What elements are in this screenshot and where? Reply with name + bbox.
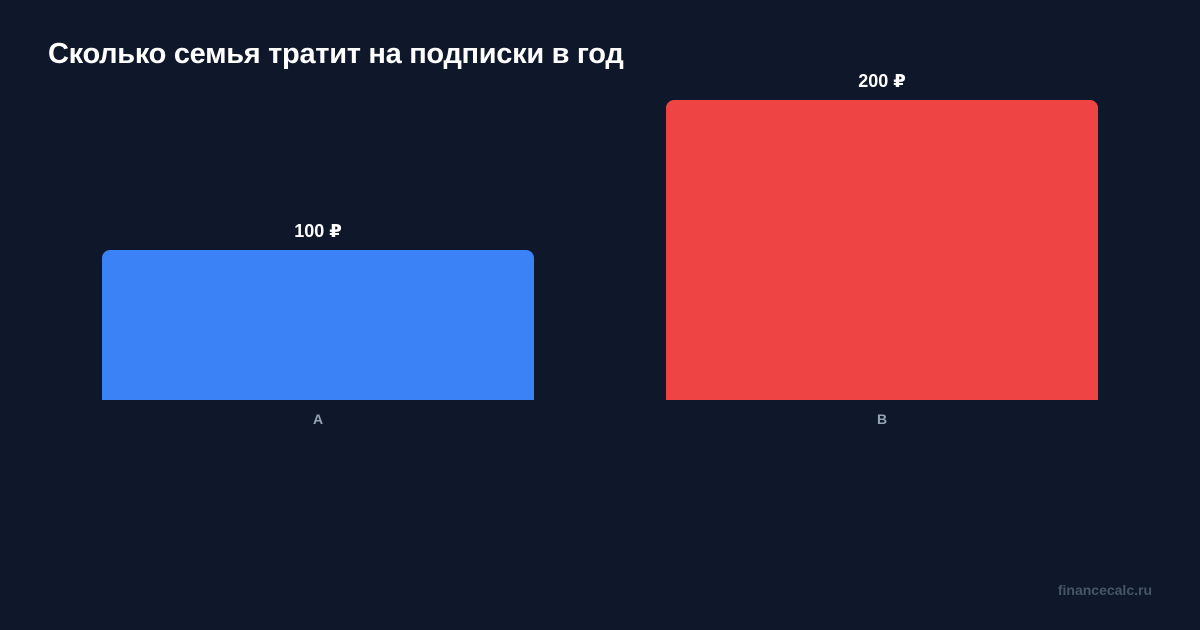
category-label-b: B xyxy=(876,411,888,427)
chart-title: Сколько семья тратит на подписки в год xyxy=(48,38,624,70)
bar-value-label-a: 100 ₽ xyxy=(294,221,342,241)
bar-b xyxy=(666,100,1098,400)
bar-value-label-b: 200 ₽ xyxy=(858,71,906,91)
category-label-a: A xyxy=(312,411,324,427)
watermark: financecalc.ru xyxy=(1057,582,1152,598)
bar-a xyxy=(102,250,534,400)
